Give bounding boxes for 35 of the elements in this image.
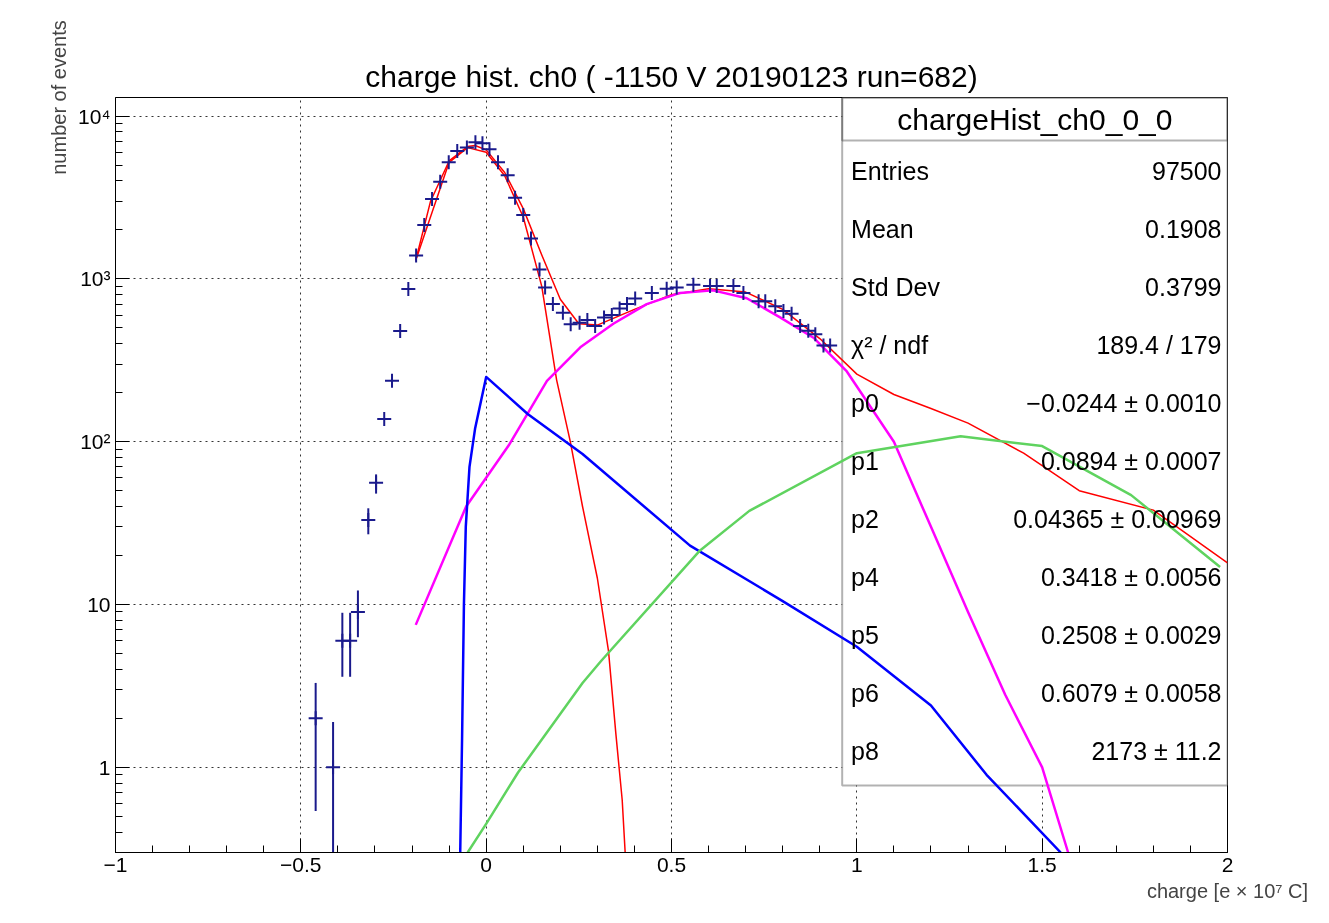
chart-title: charge hist. ch0 ( -1150 V 20190123 run=682) — [365, 59, 978, 93]
annotation: p5 — [851, 620, 879, 649]
annotation: chargeHist_ch0_0_0 — [897, 103, 1173, 136]
annotation: −0.0244 ± 0.0010 — [1026, 388, 1222, 417]
annotation: 0.3799 — [1145, 272, 1222, 301]
x-tick-label: −1 — [103, 852, 128, 876]
y-tick-label: 10 — [87, 593, 111, 617]
y-tick-label: 10² — [80, 430, 111, 454]
annotation: 2173 ± 11.2 — [1091, 736, 1222, 765]
annotation: 0.1908 — [1145, 214, 1222, 243]
annotation: p8 — [851, 736, 879, 765]
annotation: p4 — [851, 562, 879, 591]
annotation: p2 — [851, 504, 879, 533]
annotation: Std Dev — [851, 272, 941, 301]
y-axis-title: number of events — [48, 20, 71, 175]
annotation: 0.2508 ± 0.0029 — [1040, 620, 1222, 649]
x-tick-label: 1 — [850, 852, 863, 876]
annotation: 97500 — [1151, 156, 1222, 185]
annotation: p1 — [851, 446, 879, 475]
y-tick-label: 1 — [98, 755, 111, 779]
annotation: 189.4 / 179 — [1096, 330, 1222, 359]
annotation: p6 — [851, 678, 879, 707]
annotation: 0.3418 ± 0.0056 — [1040, 562, 1222, 591]
annotation: χ² / ndf — [851, 330, 929, 359]
annotation: Entries — [851, 156, 929, 185]
x-tick-label: 0.5 — [656, 852, 687, 876]
y-tick-label: 10⁴ — [78, 104, 111, 128]
annotation: 0.6079 ± 0.0058 — [1040, 678, 1222, 707]
x-tick-label: 1.5 — [1027, 852, 1057, 876]
x-tick-label: −0.5 — [280, 852, 322, 876]
annotation: Mean — [851, 214, 914, 243]
x-tick-label: 0 — [480, 852, 493, 876]
x-tick-label: 2 — [1221, 852, 1234, 876]
x-axis-title: charge [e × 10⁷ C] — [1146, 879, 1309, 902]
y-tick-label: 10³ — [80, 267, 111, 291]
